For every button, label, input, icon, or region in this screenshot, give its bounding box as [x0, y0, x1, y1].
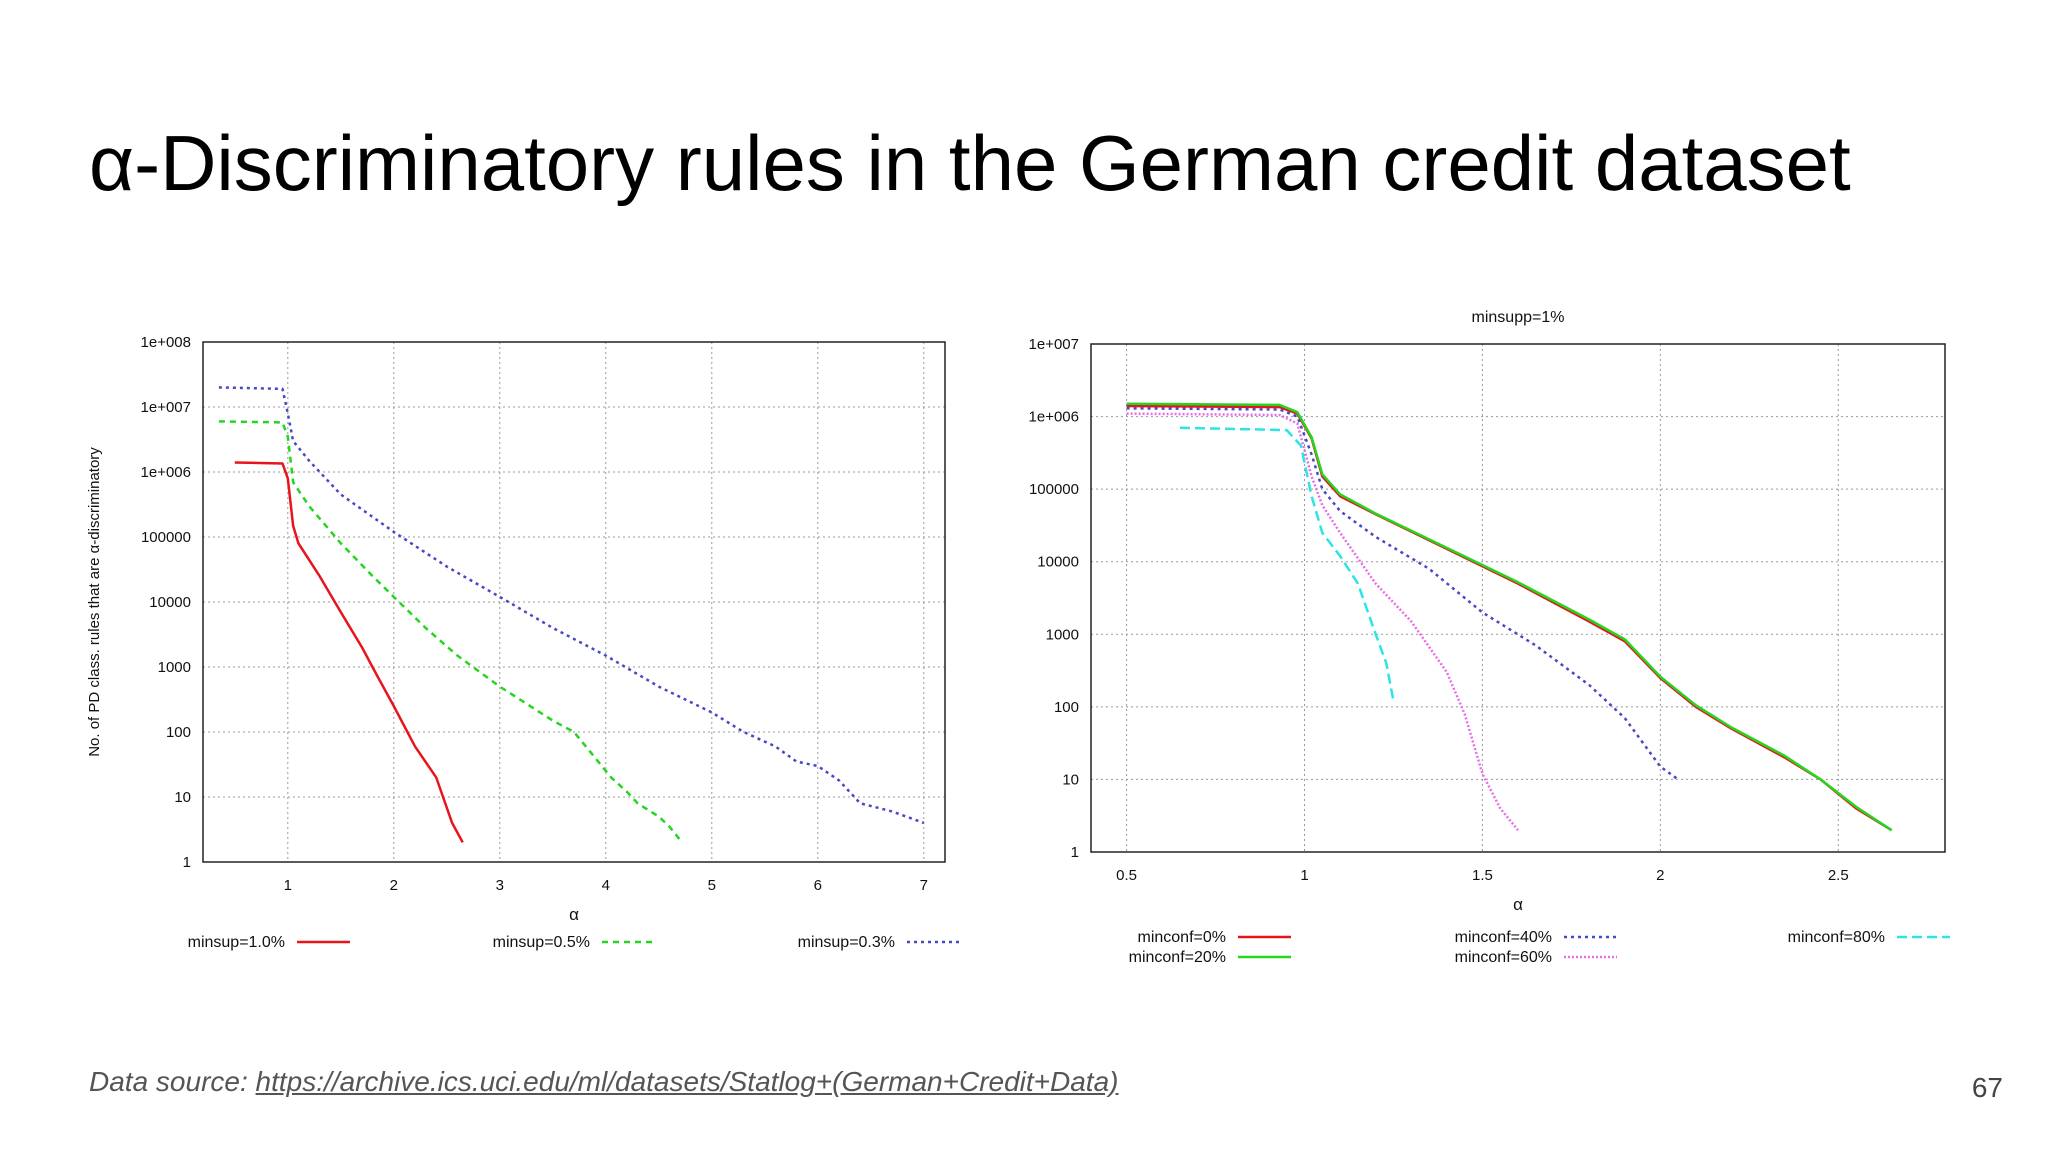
series-line-minconf-0- — [1126, 404, 1893, 832]
y-tick-label: 1e+007 — [1029, 336, 1079, 353]
legend-label: minsup=0.5% — [493, 934, 590, 951]
x-tick-label: 1.5 — [1472, 867, 1493, 884]
x-tick-label: 2 — [390, 877, 398, 894]
series-line-minconf-20- — [1126, 402, 1893, 832]
slide-title: α-Discriminatory rules in the German cre… — [89, 119, 1851, 207]
y-tick-label: 100 — [166, 724, 191, 741]
y-tick-label: 10 — [1062, 771, 1079, 788]
plot-frame — [1090, 343, 1946, 853]
legend-label: minsup=1.0% — [188, 934, 285, 951]
series-line-minconf-60- — [1126, 412, 1519, 831]
plot-frame — [202, 341, 946, 863]
x-tick-label: 3 — [496, 877, 504, 894]
legend-label: minconf=80% — [1788, 929, 1885, 946]
y-tick-label: 1e+006 — [1029, 409, 1079, 426]
y-tick-label: 1e+007 — [141, 399, 191, 416]
chart-title: minsupp=1% — [1472, 309, 1565, 326]
x-tick-label: 5 — [708, 877, 716, 894]
chart-left: 1 10 100 1000 10000 100000 1e+006 1e+007 1e+008 1… — [86, 334, 960, 951]
y-tick-label: 100000 — [1029, 481, 1079, 498]
legend-label: minconf=0% — [1138, 929, 1227, 946]
y-tick-label: 1 — [183, 854, 191, 871]
y-tick-label: 10000 — [1037, 554, 1079, 571]
y-axis-label: No. of PD class. rules that are α-discri… — [86, 447, 103, 757]
series-line-minsup-0-3- — [218, 386, 925, 825]
series-line-minconf-40- — [1126, 407, 1679, 781]
y-tick-label: 1e+008 — [141, 334, 191, 351]
data-source-link[interactable]: https://archive.ics.uci.edu/ml/datasets/… — [255, 1066, 1119, 1097]
series-line-minsup-1-0- — [234, 461, 464, 843]
x-tick-label: 1 — [1300, 867, 1308, 884]
series-line-minconf-80- — [1179, 426, 1395, 702]
data-source-label: Data source: — [89, 1066, 256, 1097]
x-tick-label: 2 — [1656, 867, 1664, 884]
legend: minconf=0% minconf=20% minconf=40% minconf=… — [1129, 929, 1950, 966]
series-line-minsup-0-5- — [218, 420, 684, 844]
x-tick-label: 2.5 — [1828, 867, 1849, 884]
x-axis-label: α — [569, 905, 579, 924]
y-tick-label: 100000 — [141, 529, 191, 546]
y-tick-label: 10 — [174, 789, 191, 806]
legend-label: minconf=20% — [1129, 949, 1226, 966]
grid — [203, 341, 945, 863]
x-tick-label: 6 — [814, 877, 822, 894]
legend-label: minsup=0.3% — [798, 934, 895, 951]
data-source-note: Data source: https://archive.ics.uci.edu… — [89, 1066, 1119, 1098]
legend-label: minconf=40% — [1455, 929, 1552, 946]
y-tick-label: 1 — [1071, 844, 1079, 861]
x-tick-label: 0.5 — [1116, 867, 1137, 884]
x-tick-label: 7 — [920, 877, 928, 894]
chart-right: 1 10 100 1000 10000 100000 1e+006 1e+007 0.5 1 1.5… — [1029, 309, 1950, 966]
y-tick-label: 1000 — [158, 659, 191, 676]
y-tick-label: 100 — [1054, 699, 1079, 716]
x-tick-label: 1 — [284, 877, 292, 894]
page-number: 67 — [1971, 1072, 2003, 1103]
x-tick-label: 4 — [602, 877, 610, 894]
x-axis-label: α — [1513, 895, 1523, 914]
y-tick-label: 1e+006 — [141, 464, 191, 481]
legend-label: minconf=60% — [1455, 949, 1552, 966]
y-tick-label: 10000 — [149, 594, 191, 611]
y-tick-label: 1000 — [1046, 626, 1079, 643]
legend: minsup=1.0% minsup=0.5% minsup=0.3% — [188, 934, 960, 951]
